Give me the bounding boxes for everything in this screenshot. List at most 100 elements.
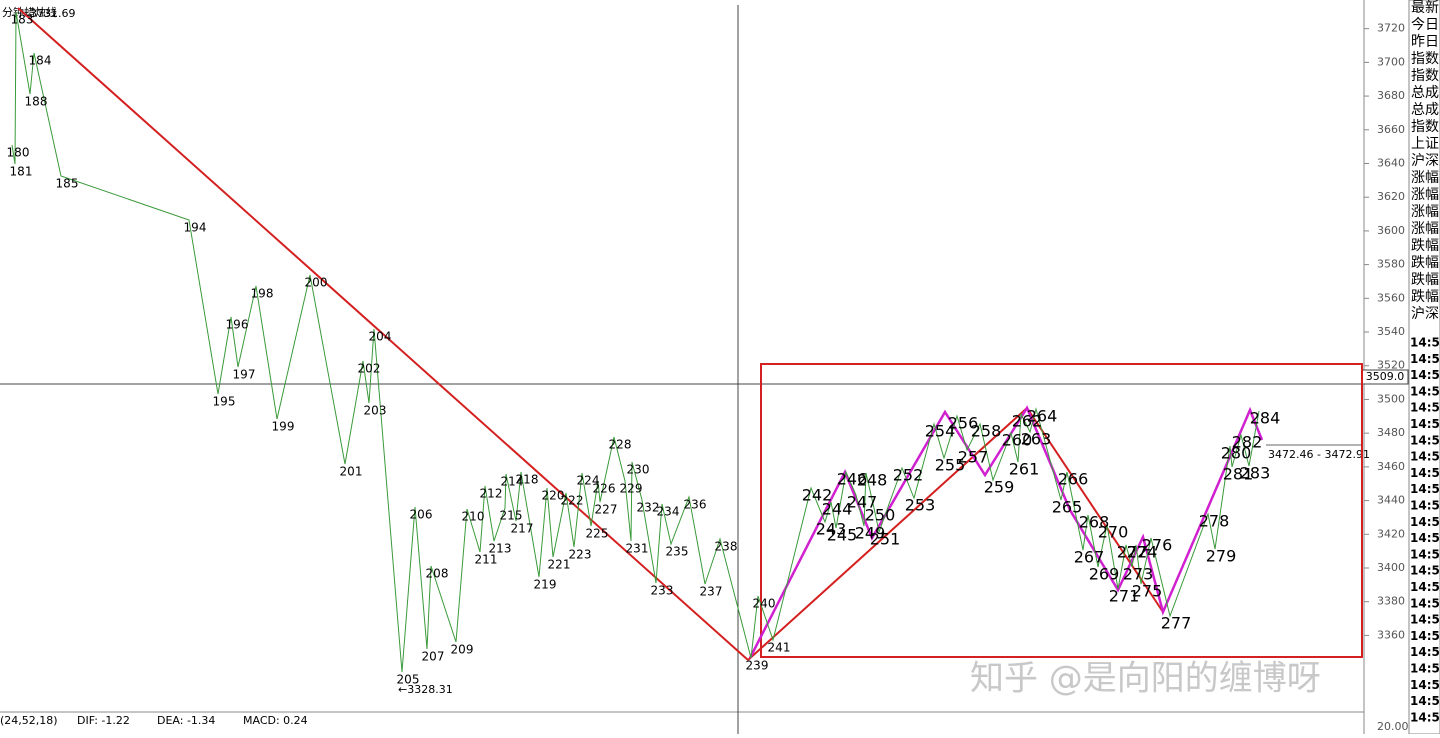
wave-label: 283 — [1240, 464, 1271, 483]
wave-label: 234 — [657, 505, 680, 519]
wave-label: 204 — [369, 330, 392, 344]
panel-label: 沪深 — [1411, 153, 1439, 169]
wave-label: 248 — [857, 471, 888, 490]
wave-label: 271 — [1109, 587, 1140, 606]
wave-label: 247 — [847, 493, 878, 512]
wave-label: 205 — [397, 673, 420, 687]
panel-label: 上证 — [1411, 136, 1439, 152]
panel-time: 14:55 — [1410, 531, 1440, 545]
panel-label: 昨日 — [1411, 34, 1439, 50]
panel-label: 最新 — [1411, 0, 1439, 16]
y-tick-label: 3440 — [1377, 494, 1405, 507]
range-label: 3472.46 - 3472.91 — [1268, 448, 1370, 461]
wave-label: 240 — [753, 597, 776, 611]
wave-label: 280 — [1221, 444, 1252, 463]
wave-label: 245 — [827, 526, 858, 545]
panel-time: 14:56 — [1410, 694, 1440, 708]
wave-label: 259 — [984, 478, 1015, 497]
wave-label: 253 — [905, 496, 936, 515]
wave-label: 208 — [426, 567, 449, 581]
wave-label: 239 — [746, 659, 769, 673]
panel-time: 14:56 — [1410, 580, 1440, 594]
wave-label: 235 — [666, 545, 689, 559]
wave-label: 267 — [1074, 548, 1105, 567]
panel-time: 14:55 — [1410, 515, 1440, 529]
wave-label: 214 — [501, 475, 524, 489]
panel-time: 14:56 — [1410, 547, 1440, 561]
panel-time: 14:56 — [1410, 596, 1440, 610]
y-tick-label: 3520 — [1377, 359, 1405, 372]
wave-label: 264 — [1027, 407, 1058, 426]
panel-time: 14:56 — [1410, 678, 1440, 692]
wave-label: 250 — [865, 506, 896, 525]
y-tick-label: 3360 — [1377, 628, 1405, 641]
wave-label: 263 — [1021, 430, 1052, 449]
y-tick-label: 3500 — [1377, 392, 1405, 405]
wave-label: 226 — [593, 482, 616, 496]
wave-label: 276 — [1142, 536, 1173, 555]
wave-label: 246 — [837, 470, 868, 489]
panel-time: 14:55 — [1410, 433, 1440, 447]
wave-label: 228 — [609, 438, 632, 452]
wave-label: 252 — [893, 466, 924, 485]
wave-label: 278 — [1199, 512, 1230, 531]
wave-label: 244 — [822, 500, 853, 519]
wave-label: 199 — [272, 420, 295, 434]
wave-label: 260 — [1002, 431, 1033, 450]
panel-time: 14:55 — [1410, 499, 1440, 513]
wave-label: 261 — [1009, 460, 1040, 479]
y-tick-label: 3460 — [1377, 460, 1405, 473]
zigzag — [748, 405, 1264, 659]
wave-label: 262 — [1012, 412, 1043, 431]
wave-label: 281 — [1223, 465, 1254, 484]
y-tick-label: 3680 — [1377, 89, 1405, 102]
price-trace — [11, 11, 1260, 673]
wave-label: 282 — [1232, 433, 1263, 452]
wave-label: 258 — [971, 422, 1002, 441]
low-label: ←3328.31 — [398, 683, 453, 696]
panel-label: 跌幅 — [1411, 255, 1439, 271]
wave-label: 220 — [542, 489, 565, 503]
panel-label: 总成 — [1411, 102, 1439, 118]
wave-label: 232 — [637, 501, 660, 515]
panel-time: 14:55 — [1410, 450, 1440, 464]
wave-label: 194 — [184, 221, 207, 235]
wave-label: 251 — [870, 530, 901, 549]
panel-time: 14:56 — [1410, 629, 1440, 643]
panel-label: 总成 — [1411, 85, 1439, 101]
y-tick-label: 3720 — [1377, 22, 1405, 35]
wave-label: 266 — [1058, 470, 1089, 489]
indicator-params: (24,52,18) — [0, 714, 58, 727]
wave-label: 273 — [1123, 565, 1154, 584]
trend-lines — [17, 7, 1363, 661]
panel-time: 14:55 — [1410, 482, 1440, 496]
panel-time: 14:54 — [1410, 336, 1440, 350]
panel-label: 跌幅 — [1411, 272, 1439, 288]
wave-label: 221 — [548, 558, 571, 572]
wave-label: 229 — [620, 482, 643, 496]
panel-label: 涨幅 — [1411, 187, 1439, 203]
wave-label: 241 — [768, 641, 791, 655]
wave-label: 188 — [25, 95, 48, 109]
wave-label: 209 — [451, 643, 474, 657]
panel-label: 沪深 — [1411, 306, 1439, 322]
panel-label: 涨幅 — [1411, 204, 1439, 220]
wave-label: 222 — [561, 494, 584, 508]
panel-label: 指数 — [1411, 68, 1439, 84]
wave-label: 255 — [935, 456, 966, 475]
wave-label: 218 — [516, 473, 539, 487]
wave-label: 206 — [410, 508, 433, 522]
panel-time: 14:56 — [1410, 613, 1440, 627]
panel-label: 涨幅 — [1411, 221, 1439, 237]
panel-label: 涨幅 — [1411, 170, 1439, 186]
wave-label: 200 — [305, 276, 328, 290]
indicator-macd: MACD: 0.24 — [243, 714, 308, 727]
high-label: 3731.69 — [30, 7, 76, 20]
y-tick-label: 3580 — [1377, 258, 1405, 271]
indicator-axis-value: 20.00 — [1377, 720, 1409, 733]
y-tick-label: 3700 — [1377, 55, 1405, 68]
panel-label: 今日 — [1411, 17, 1439, 33]
wave-label: 227 — [595, 503, 618, 517]
wave-label: 272 — [1117, 543, 1148, 562]
wave-label: 275 — [1132, 582, 1163, 601]
